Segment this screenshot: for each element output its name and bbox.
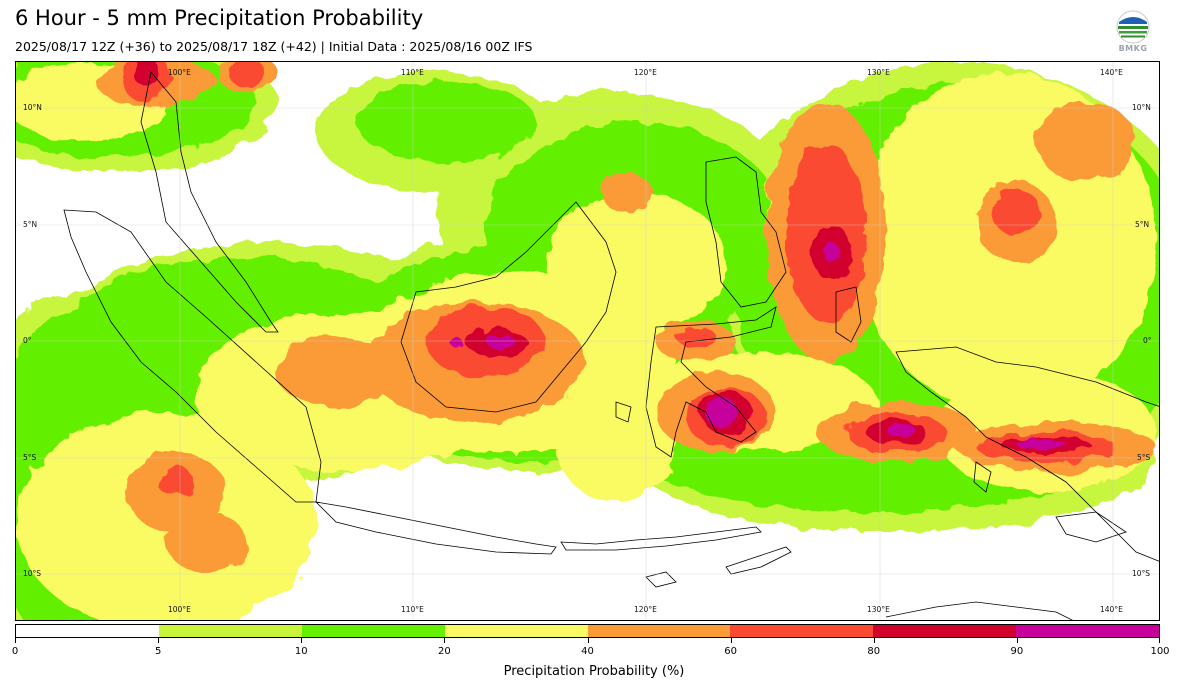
bmkg-logo: BMKG <box>1114 10 1152 56</box>
colorbar-tick <box>1159 638 1160 643</box>
colorbar-segment <box>301 625 445 637</box>
lon-label-bottom: 100°E <box>168 605 191 614</box>
lon-label-top: 130°E <box>867 68 890 77</box>
map-canvas <box>16 62 1159 620</box>
colorbar-segment <box>16 625 159 637</box>
lon-label-top: 140°E <box>1100 68 1123 77</box>
bmkg-emblem-icon <box>1116 10 1150 44</box>
map-title: 6 Hour - 5 mm Precipitation Probability <box>15 6 424 30</box>
lat-label-left: 10°S <box>23 569 42 578</box>
colorbar-tick <box>730 638 732 643</box>
colorbar <box>15 624 1160 638</box>
probability-field <box>16 62 1159 620</box>
colorbar-tick <box>15 638 16 643</box>
lon-label-top: 110°E <box>401 68 424 77</box>
colorbar-segment <box>730 625 874 637</box>
map-subtitle: 2025/08/17 12Z (+36) to 2025/08/17 18Z (… <box>15 39 533 54</box>
colorbar-segment <box>444 625 588 637</box>
lat-label-left: 5°N <box>23 220 38 229</box>
lat-label-left: 10°N <box>23 103 42 112</box>
lat-label-right: 0° <box>1143 336 1152 345</box>
lon-label-bottom: 130°E <box>867 605 890 614</box>
colorbar-tick <box>158 638 160 643</box>
colorbar-tick <box>873 638 875 643</box>
colorbar-tick-label: 40 <box>581 646 594 657</box>
lon-label-bottom: 140°E <box>1100 605 1123 614</box>
coastlines <box>63 71 1159 620</box>
lat-label-right: 5°N <box>1135 220 1150 229</box>
lat-label-left: 0° <box>23 336 32 345</box>
logo-text: BMKG <box>1118 44 1148 53</box>
colorbar-tick-label: 10 <box>294 646 308 657</box>
lon-label-bottom: 120°E <box>634 605 657 614</box>
colorbar-tick-label: 100 <box>1150 646 1170 657</box>
lon-label-top: 120°E <box>634 68 657 77</box>
colorbar-segment <box>158 625 302 637</box>
colorbar-tick-label: 60 <box>724 646 737 657</box>
colorbar-tick-label: 0 <box>11 646 19 657</box>
colorbar-tick-label: 90 <box>1010 646 1024 657</box>
colorbar-tick <box>301 638 303 643</box>
precipitation-map: 100°E 110°E 120°E 130°E 140°E 100°E 110°… <box>15 61 1160 621</box>
lat-label-right: 5°S <box>1137 453 1151 462</box>
lat-label-right: 10°S <box>1132 569 1151 578</box>
colorbar-tick <box>587 638 589 643</box>
colorbar-segment <box>1016 625 1159 637</box>
colorbar-tick <box>444 638 446 643</box>
colorbar-tick-label: 20 <box>438 646 451 657</box>
colorbar-title: Precipitation Probability (%) <box>503 664 685 679</box>
lat-label-left: 5°S <box>23 453 37 462</box>
lat-label-right: 10°N <box>1132 103 1151 112</box>
colorbar-tick-label: 80 <box>867 646 881 657</box>
high-probability-cores <box>450 242 1066 449</box>
colorbar-tick <box>1016 638 1018 643</box>
lon-label-bottom: 110°E <box>401 605 424 614</box>
colorbar-tick-label: 5 <box>154 646 162 657</box>
colorbar-segment <box>873 625 1017 637</box>
graticule <box>16 62 1159 620</box>
lon-label-top: 100°E <box>168 68 191 77</box>
colorbar-segment <box>587 625 731 637</box>
